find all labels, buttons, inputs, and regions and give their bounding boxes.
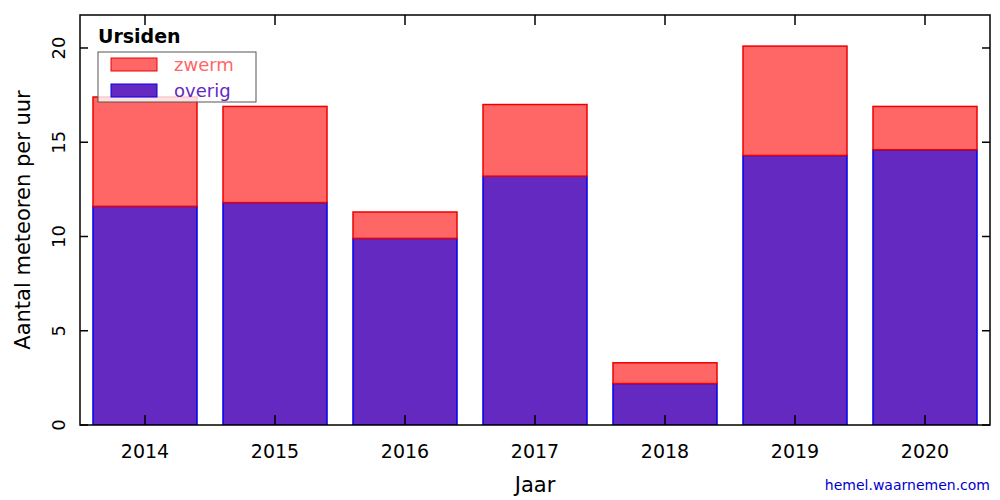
bar-overig [743, 155, 847, 425]
y-tick [80, 424, 88, 426]
x-tick-label: 2014 [121, 440, 169, 462]
bar-zwerm [93, 97, 197, 206]
x-axis-label: Jaar [513, 473, 556, 497]
x-tick-top [924, 15, 926, 25]
x-tick-label: 2015 [251, 440, 299, 462]
bars [93, 46, 977, 425]
bar-zwerm [353, 212, 457, 238]
legend-box [98, 52, 256, 102]
y-axis-label: Aantal meteoren per uur [11, 90, 35, 350]
bar-zwerm [743, 46, 847, 155]
x-tick [404, 415, 406, 425]
bar-overig [93, 206, 197, 425]
bar-overig [353, 238, 457, 425]
bar-zwerm [223, 106, 327, 202]
x-tick-top [664, 15, 666, 25]
x-tick-top [404, 15, 406, 25]
y-tick [80, 236, 88, 238]
bar-zwerm [613, 363, 717, 384]
legend-swatch [111, 58, 157, 71]
x-tick-top [534, 15, 536, 25]
y-tick-label: 0 [48, 419, 69, 430]
bar-overig [873, 150, 977, 425]
y-tick-right [982, 424, 990, 426]
x-tick-top [144, 15, 146, 25]
y-tick-right [982, 141, 990, 143]
frame [80, 15, 990, 425]
x-tick-label: 2020 [901, 440, 949, 462]
bar-overig [483, 176, 587, 425]
y-tick [80, 47, 88, 49]
x-tick-label: 2016 [381, 440, 429, 462]
y-tick-right [982, 47, 990, 49]
x-tick [924, 415, 926, 425]
x-tick-label: 2018 [641, 440, 689, 462]
y-tick [80, 141, 88, 143]
y-tick-right [982, 330, 990, 332]
y-tick [80, 330, 88, 332]
x-tick [534, 415, 536, 425]
x-tick [144, 415, 146, 425]
y-tick-label: 15 [48, 131, 69, 154]
bar-overig [613, 384, 717, 425]
legend-label: overig [174, 80, 231, 101]
x-tick [794, 415, 796, 425]
x-tick-label: 2019 [771, 440, 819, 462]
chart: 0 5 10 15 20 2014 2015 2016 2017 2018 2019 2020 Jaar… [0, 0, 1000, 500]
y-tick-label: 10 [48, 225, 69, 248]
legend: zwerm overig [98, 52, 256, 102]
y-tick-right [982, 236, 990, 238]
annotation: hemel.waarnemen.com [825, 477, 990, 493]
y-tick-label: 20 [48, 37, 69, 60]
bar-overig [223, 203, 327, 425]
x-tick-label: 2017 [511, 440, 559, 462]
legend-swatch [111, 84, 157, 97]
title: Ursiden [98, 25, 181, 47]
x-tick [664, 415, 666, 425]
x-tick [274, 415, 276, 425]
x-tick-top [794, 15, 796, 25]
bar-zwerm [483, 105, 587, 177]
bar-zwerm [873, 106, 977, 149]
y-tick-label: 5 [48, 325, 69, 336]
legend-label: zwerm [174, 54, 234, 75]
x-tick-top [274, 15, 276, 25]
